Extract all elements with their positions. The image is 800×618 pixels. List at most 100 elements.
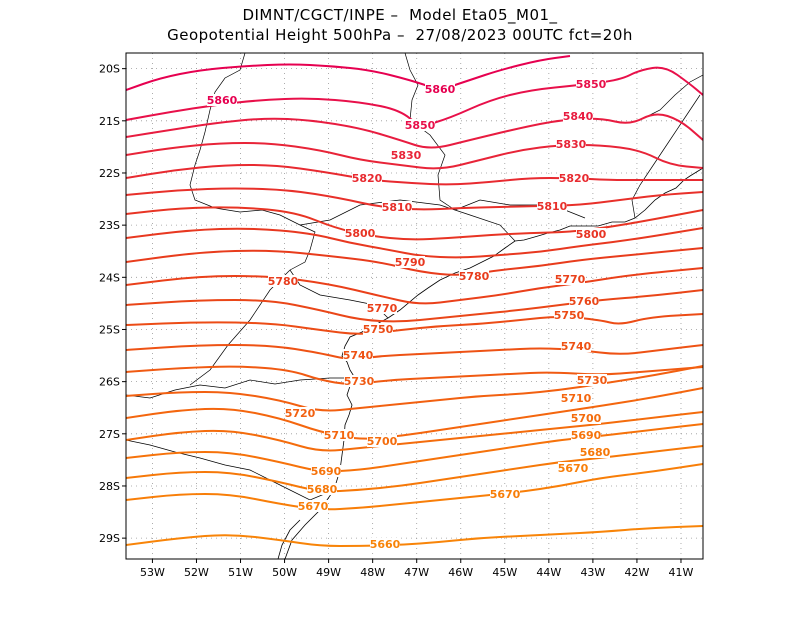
lat-tick-label: 21S (99, 115, 120, 128)
lon-tick-label: 44W (536, 566, 561, 579)
contour-5820 (126, 163, 703, 186)
lon-tick-label: 49W (316, 566, 341, 579)
contour-label-background (558, 462, 588, 474)
contour-label-5790: 5790 (395, 256, 426, 269)
contour-5660 (126, 525, 703, 548)
lon-tick-label: 46W (448, 566, 473, 579)
contour-label-background (391, 149, 421, 161)
contour-label-5720: 5720 (285, 407, 316, 420)
lat-tick-label: 29S (99, 532, 120, 545)
contour-label-5810: 5810 (537, 200, 568, 213)
contour-5790 (126, 227, 703, 259)
contour-label-background (324, 429, 354, 441)
contour-5700 (126, 411, 703, 452)
lat-tick-label: 26S (99, 376, 120, 389)
contour-label-background (537, 200, 567, 212)
contour-label-background (345, 227, 375, 239)
map-axes: 20S 21S 22S 23S 24S 25S 26S 27S 28S 29S 53W 52W 51W 5… (99, 63, 694, 579)
lat-tick-label: 22S (99, 167, 120, 180)
coastline (126, 53, 703, 559)
lon-tick-label: 48W (360, 566, 385, 579)
lon-tick-label: 51W (228, 566, 253, 579)
contour-label-background (559, 172, 589, 184)
contour-label-background (561, 392, 591, 404)
contour-label-background (405, 119, 435, 131)
contour-label-background (576, 228, 606, 240)
contour-label-background (298, 500, 328, 512)
contour-label-5730: 5730 (344, 375, 375, 388)
contour-label-5860: 5860 (425, 83, 456, 96)
contour-5740 (126, 343, 703, 360)
contour-label-background (307, 483, 337, 495)
contour-label-background (395, 256, 425, 268)
contour-label-5770: 5770 (555, 273, 586, 286)
lon-tick-label: 47W (404, 566, 429, 579)
lon-tick-label: 52W (184, 566, 209, 579)
contour-5760 (126, 289, 703, 323)
plot-frame (125, 52, 704, 560)
contour-label-5700: 5700 (367, 435, 398, 448)
lat-tick-label: 28S (99, 480, 120, 493)
lon-tick-label: 42W (624, 566, 649, 579)
contour-label-background (569, 295, 599, 307)
contour-5710 (126, 387, 703, 440)
contour-5830 (126, 141, 703, 170)
lat-tick-label: 24S (99, 271, 120, 284)
state-border-east (639, 74, 703, 121)
contour-label-background (580, 446, 610, 458)
contour-label-5670: 5670 (490, 488, 521, 501)
contour-label-background (363, 323, 393, 335)
contour-label-5670: 5670 (558, 462, 589, 475)
lat-tick-label: 23S (99, 219, 120, 232)
contour-label-5690: 5690 (571, 429, 602, 442)
contour-labels: 5860 5860 5850 5850 5840 5830 5830 5820 5820 5810… (207, 78, 611, 551)
contour-label-5690: 5690 (311, 465, 342, 478)
contour-label-background (555, 273, 585, 285)
contour-label-background (490, 488, 520, 500)
state-border-mg-go (189, 53, 316, 271)
state-border-sc-rs (126, 439, 335, 501)
contour-5840 (126, 113, 703, 149)
chart-title-line-2: Geopotential Height 500hPa – 27/08/2023 … (167, 26, 633, 44)
contour-label-5740: 5740 (561, 340, 592, 353)
contour-label-background (459, 270, 489, 282)
lat-tick-label: 20S (99, 63, 120, 76)
contour-label-background (561, 340, 591, 352)
contour-5750 (126, 313, 703, 335)
contour-label-5830: 5830 (391, 149, 422, 162)
contour-label-background (571, 412, 601, 424)
contour-label-background (344, 375, 374, 387)
state-border-rj (454, 199, 586, 219)
contour-label-5830: 5830 (556, 138, 587, 151)
lon-tick-label: 50W (272, 566, 297, 579)
contour-label-5710: 5710 (324, 429, 355, 442)
contour-5780 (126, 247, 703, 276)
contour-label-5740: 5740 (343, 349, 374, 362)
chart-title-line-1: DIMNT/CGCT/INPE – Model Eta05_M01_ (242, 6, 558, 24)
contour-label-background (425, 83, 455, 95)
contour-label-5730: 5730 (577, 374, 608, 387)
contour-label-background (268, 275, 298, 287)
contour-label-background (311, 465, 341, 477)
lon-tick-label: 45W (492, 566, 517, 579)
contour-5720 (126, 365, 703, 412)
contour-label-5750: 5750 (363, 323, 394, 336)
contour-label-background (576, 78, 606, 90)
contour-label-5820: 5820 (352, 172, 383, 185)
contour-label-5800: 5800 (345, 227, 376, 240)
lagoa-dos-patos (277, 519, 301, 559)
lat-tick-label: 25S (99, 323, 120, 336)
contour-label-5660: 5660 (370, 538, 401, 551)
contour-label-background (367, 302, 397, 314)
state-border-east-2 (631, 94, 701, 219)
lon-tick-label: 53W (140, 566, 165, 579)
contour-5800 (126, 206, 703, 241)
contour-label-5770: 5770 (367, 302, 398, 315)
contour-label-5700: 5700 (571, 412, 602, 425)
contour-label-background (382, 201, 412, 213)
lon-tick-label: 41W (669, 566, 694, 579)
contour-label-5710: 5710 (561, 392, 592, 405)
contour-label-background (343, 349, 373, 361)
contour-label-5810: 5810 (382, 201, 413, 214)
contour-label-background (556, 138, 586, 150)
